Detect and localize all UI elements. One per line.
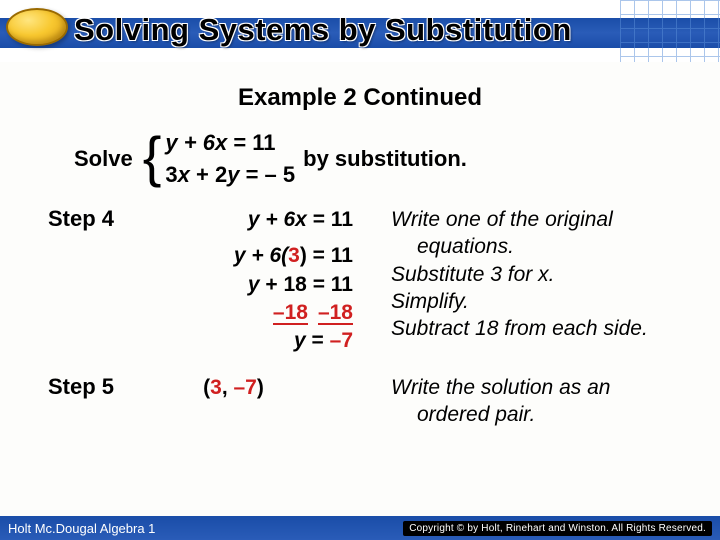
w1-var: x <box>295 208 307 231</box>
paren-close: ) <box>257 376 264 399</box>
slide-footer: Holt Mc.Dougal Algebra 1 Copyright © by … <box>0 516 720 540</box>
eq2-coef: 3 <box>165 162 177 187</box>
steps-grid: Step 4 y + 6x = 11 y + 6(3) = 11 y + 18 … <box>48 206 680 428</box>
footer-copyright: Copyright © by Holt, Rinehart and Winsto… <box>403 521 712 536</box>
slide-header: Solving Systems by Substitution <box>0 0 720 62</box>
eq1-rhs: = 11 <box>227 130 275 155</box>
lesson-title: Solving Systems by Substitution <box>74 12 572 48</box>
sol-x: 3 <box>210 376 222 399</box>
sol-y: –7 <box>234 376 257 399</box>
slide-content: Solve { y + 6x = 11 3x + 2y = – 5 by sub… <box>0 130 720 428</box>
w1-pre: y + 6 <box>248 208 295 231</box>
underline-icon <box>318 323 353 325</box>
sub-right: –18 <box>318 301 353 324</box>
example-subtitle: Example 2 Continued <box>0 84 720 112</box>
step4-work: y + 6x = 11 y + 6(3) = 11 y + 18 = 11 –1… <box>146 206 361 356</box>
brace-icon: { <box>143 133 162 181</box>
by-substitution-label: by substitution. <box>303 146 467 172</box>
solve-label: Solve <box>74 146 133 172</box>
expl-1a: Write one of the original <box>391 208 613 231</box>
header-oval-icon <box>6 8 68 46</box>
step4-explanations: Write one of the original equations. Sub… <box>367 206 680 342</box>
eq2-rhs: = – 5 <box>239 162 295 187</box>
w2-post: ) = 11 <box>300 244 353 267</box>
problem-statement: Solve { y + 6x = 11 3x + 2y = – 5 by sub… <box>74 130 680 188</box>
work-line-3: y + 18 = 11 <box>146 271 353 299</box>
expl-4: Subtract 18 from each side. <box>391 317 648 340</box>
w2-sub: 3 <box>288 244 300 267</box>
expl-2: Substitute 3 for x. <box>391 263 554 286</box>
equation-2: 3x + 2y = – 5 <box>165 162 295 188</box>
spacer <box>146 234 353 242</box>
eq1-text: y + 6 <box>165 130 215 155</box>
w2-pre: y + 6( <box>234 244 288 267</box>
eq2-var1: x <box>178 162 190 187</box>
subtract-right: –18 <box>318 299 353 327</box>
work-line-4: –18 –18 <box>146 299 353 327</box>
subtract-left: –18 <box>273 299 308 327</box>
work-line-5: yy = = –7 <box>146 327 353 355</box>
sol-sep: , <box>222 376 234 399</box>
equation-system: y + 6x = 11 3x + 2y = – 5 <box>165 130 295 188</box>
eq2-var2: y <box>227 162 239 187</box>
expl5-1a: Write the solution as an <box>391 376 610 399</box>
equation-1: y + 6x = 11 <box>165 130 295 156</box>
eq2-mid: + 2 <box>190 162 227 187</box>
underline-icon <box>273 323 308 325</box>
step4-label: Step 4 <box>48 206 140 232</box>
expl-3: Simplify. <box>391 290 469 313</box>
header-grid <box>620 0 720 62</box>
eq1-var: x <box>215 130 227 155</box>
work-line-1: y + 6x = 11 <box>146 206 353 234</box>
sub-left: –18 <box>273 301 308 324</box>
step5-work: (3, –7) <box>146 374 361 402</box>
w5-result: –7 <box>330 329 353 352</box>
footer-textbook: Holt Mc.Dougal Algebra 1 <box>8 521 155 536</box>
expl-1b: equations. <box>391 233 680 260</box>
step5-label: Step 5 <box>48 374 140 400</box>
work-line-2: y + 6(3) = 11 <box>146 242 353 270</box>
expl5-1b: ordered pair. <box>391 401 680 428</box>
step5-explanations: Write the solution as an ordered pair. <box>367 374 680 429</box>
w1-post: = 11 <box>307 208 353 231</box>
